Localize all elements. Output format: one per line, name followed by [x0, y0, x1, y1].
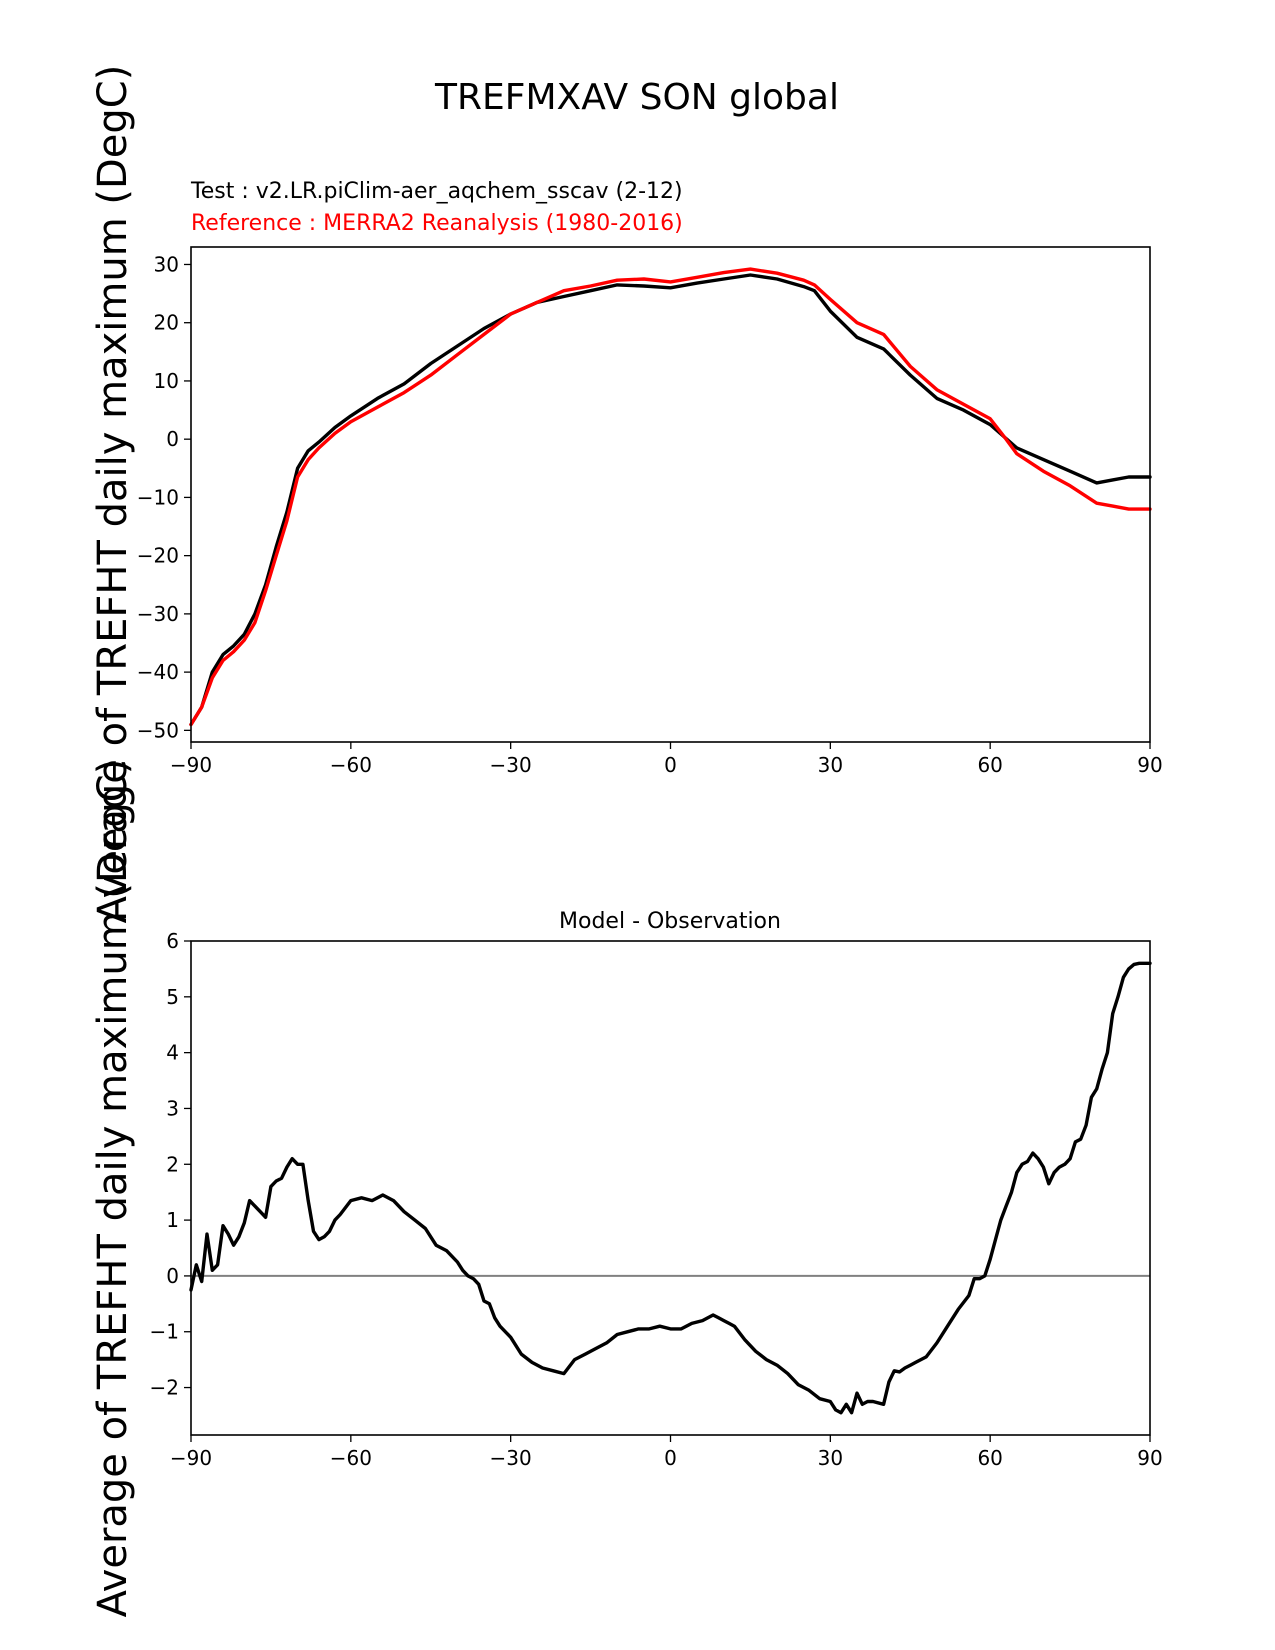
- y-tick-label: −50: [137, 718, 179, 742]
- y-tick-label: −40: [137, 660, 179, 684]
- top-panel-ylabel: Average of TREFHT daily maximum (DegC): [90, 65, 136, 924]
- x-tick-label: 0: [664, 753, 677, 777]
- suptitle: TREFMXAV SON global: [434, 77, 839, 118]
- test-label: Test : v2.LR.piClim-aer_aqchem_sscav (2-…: [190, 179, 683, 204]
- x-tick-label: −60: [330, 1446, 372, 1470]
- y-tick-label: 2: [166, 1152, 179, 1176]
- bottom-panel: Model - Observation −90 −60 −30 0 30 60 906543…: [150, 909, 1163, 1470]
- y-tick-label: −10: [137, 485, 179, 509]
- top-panel-ticks: −90 −60 −30 0 30 60 90 30 20 10 0 −10 −20 −30 −40 −50: [137, 252, 1163, 777]
- top-panel-frame: [190, 246, 1151, 743]
- y-tick-label: 4: [166, 1041, 179, 1065]
- series-line-0: [189, 273, 1152, 727]
- bottom-panel-lines: [189, 961, 1152, 1415]
- y-tick-label: 0: [166, 427, 179, 451]
- y-tick-label: 1: [166, 1208, 179, 1232]
- x-tick-label: 90: [1137, 753, 1162, 777]
- y-tick-label: 10: [154, 369, 179, 393]
- x-tick-label: 90: [1137, 1446, 1162, 1470]
- x-tick-label: −30: [490, 1446, 532, 1470]
- bottom-panel-frame: [190, 940, 1151, 1436]
- y-tick-label: 30: [154, 252, 179, 276]
- x-tick-label: 60: [977, 1446, 1002, 1470]
- y-tick-label: 5: [166, 985, 179, 1009]
- y-tick-label: 0: [166, 1264, 179, 1288]
- x-tick-label: 0: [664, 1446, 677, 1470]
- reference-label: Reference : MERRA2 Reanalysis (1980-2016…: [191, 211, 683, 236]
- x-tick-label: −30: [490, 753, 532, 777]
- x-tick-label: 30: [818, 753, 843, 777]
- x-tick-label: −60: [330, 753, 372, 777]
- x-tick-label: 60: [977, 753, 1002, 777]
- y-tick-label: −2: [150, 1376, 179, 1400]
- bottom-panel-ylabel: Average of TREFHT daily maximum (DegC): [90, 759, 136, 1618]
- top-panel: Test : v2.LR.piClim-aer_aqchem_sscav (2-…: [137, 179, 1163, 777]
- top-panel-lines: [189, 267, 1152, 727]
- series-line-1: [189, 267, 1152, 727]
- bottom-panel-ticks: −90 −60 −30 0 30 60 90 6 5 4 3 2 1 0 −1 −2: [150, 929, 1163, 1470]
- x-tick-label: −90: [170, 753, 212, 777]
- y-tick-label: −1: [150, 1320, 179, 1344]
- y-tick-label: −20: [137, 544, 179, 568]
- y-tick-label: 20: [154, 311, 179, 335]
- difference-title: Model - Observation: [559, 909, 781, 934]
- y-tick-label: −30: [137, 602, 179, 626]
- y-tick-label: 6: [166, 929, 179, 953]
- series-line-0: [189, 961, 1152, 1415]
- x-tick-label: −90: [170, 1446, 212, 1470]
- x-tick-label: 30: [818, 1446, 843, 1470]
- y-tick-label: 3: [166, 1096, 179, 1120]
